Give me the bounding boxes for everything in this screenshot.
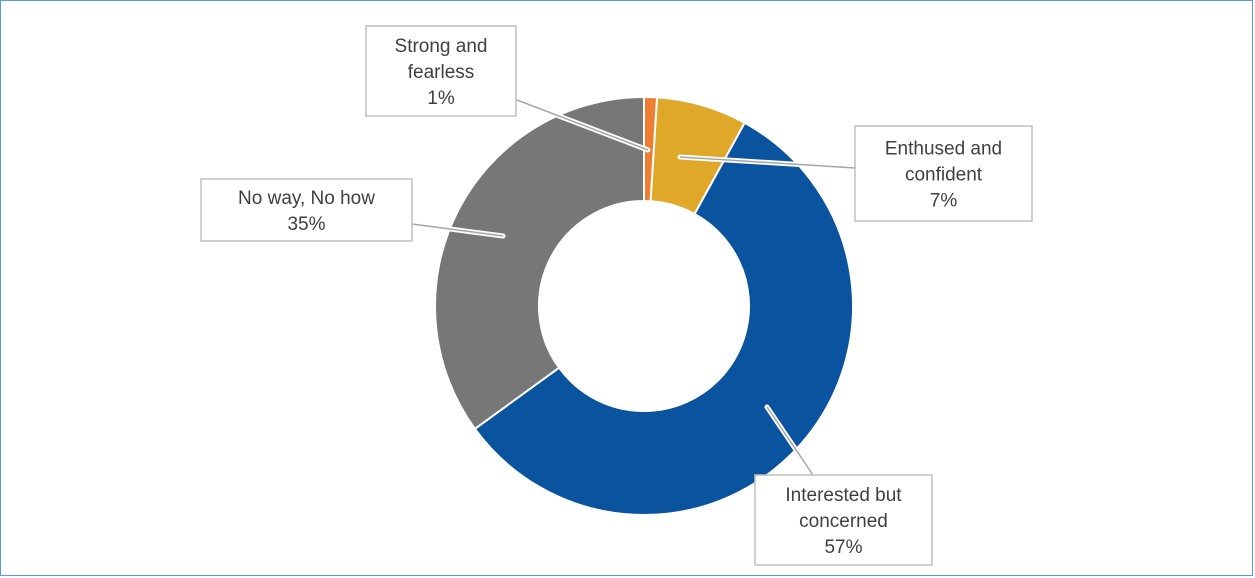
- data-label-value: 7%: [930, 191, 958, 212]
- data-label-category: Strong and: [395, 36, 488, 57]
- donut-slice: [473, 121, 854, 516]
- data-label-category: concerned: [799, 511, 888, 532]
- data-label-category: confident: [905, 165, 983, 186]
- data-label-category: Enthused and: [885, 139, 1002, 160]
- data-label-value: 35%: [287, 214, 325, 235]
- data-label-value: 57%: [824, 537, 862, 558]
- data-label-category: Interested but: [785, 485, 902, 506]
- data-label: Enthused and confident 7%: [854, 125, 1033, 222]
- data-label-box: [365, 25, 517, 117]
- leader-line: [679, 156, 856, 169]
- data-label-callouts: Strong and fearless 1% Enthused and confiden…: [200, 25, 1033, 566]
- data-label-category: fearless: [408, 62, 475, 83]
- data-label-value: 1%: [427, 88, 455, 109]
- data-label-box: [200, 178, 413, 242]
- leader-lines: [409, 97, 858, 478]
- data-label-box: [754, 474, 933, 566]
- data-label-box: [854, 125, 1033, 222]
- leader-line: [766, 406, 814, 476]
- data-label-category: No way, No how: [238, 188, 375, 209]
- data-label: No way, No how 35%: [200, 178, 413, 242]
- donut-slice: [434, 95, 645, 431]
- leader-line: [515, 98, 649, 151]
- data-label: Strong and fearless 1%: [365, 25, 517, 117]
- donut-slices: [434, 95, 854, 516]
- data-label: Interested but concerned 57%: [754, 474, 933, 566]
- leader-line: [411, 223, 504, 237]
